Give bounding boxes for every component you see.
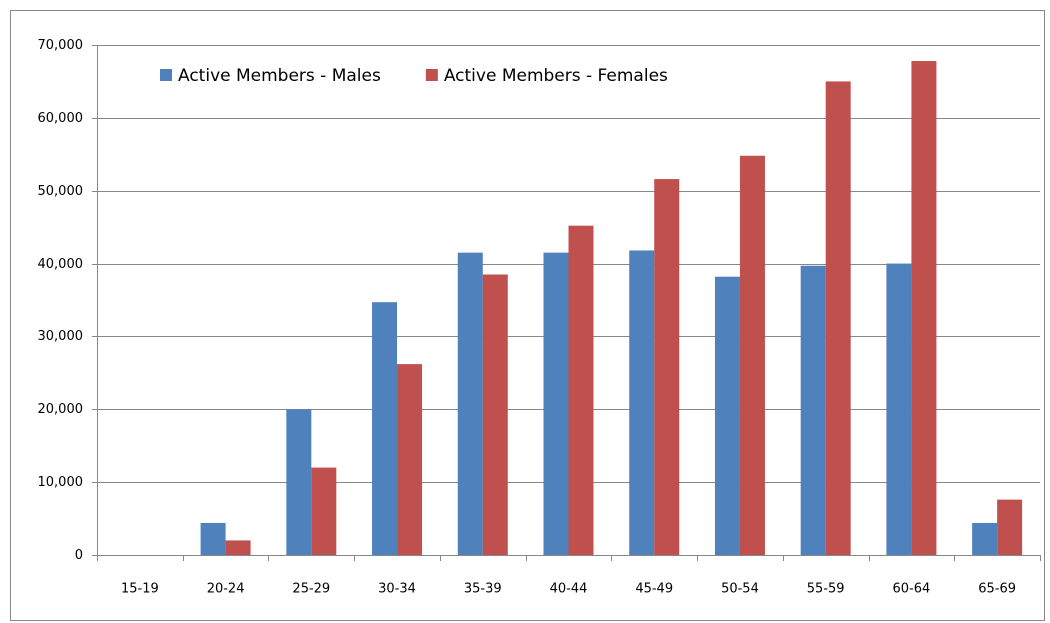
bar [739,155,765,555]
y-tick-label: 0 [75,548,83,563]
bar [972,522,998,555]
bar [654,179,680,556]
bar [482,274,508,555]
bar [800,265,826,555]
y-tick-label: 30,000 [38,329,84,344]
x-tick-label: 15-19 [121,582,159,597]
bar [629,250,655,555]
bar [225,540,251,555]
x-tick-label: 25-29 [292,582,330,597]
chart-border [10,10,1045,621]
y-tick-label: 20,000 [38,402,84,417]
bar [886,263,912,555]
x-tick-label: 55-59 [807,582,845,597]
bar [457,252,483,555]
legend-swatch [425,69,438,81]
bar [286,409,312,555]
x-tick-label: 35-39 [464,582,502,597]
x-tick-label: 50-54 [721,582,759,597]
bar [997,499,1023,555]
y-tick-label: 50,000 [38,184,84,199]
bar [397,364,423,555]
legend-text: Active Members - Males [178,66,381,86]
bar [311,467,337,555]
x-tick-label: 60-64 [893,582,931,597]
bar [372,302,398,555]
legend-swatch [160,69,172,81]
x-tick-label: 65-69 [978,582,1016,597]
bar [825,81,851,555]
y-tick-label: 70,000 [38,38,84,53]
y-tick-label: 60,000 [38,111,84,126]
y-tick-label: 40,000 [38,257,84,272]
x-tick-label: 40-44 [550,582,588,597]
x-tick-label: 45-49 [635,582,673,597]
y-tick-label: 10,000 [38,475,84,490]
bar [714,276,740,555]
x-tick-label: 20-24 [207,582,245,597]
bar [568,225,594,555]
bar [543,252,569,555]
bar [200,522,226,555]
bar [911,61,937,556]
x-tick-label: 30-34 [378,582,416,597]
legend-text: Active Members - Females [444,66,668,86]
